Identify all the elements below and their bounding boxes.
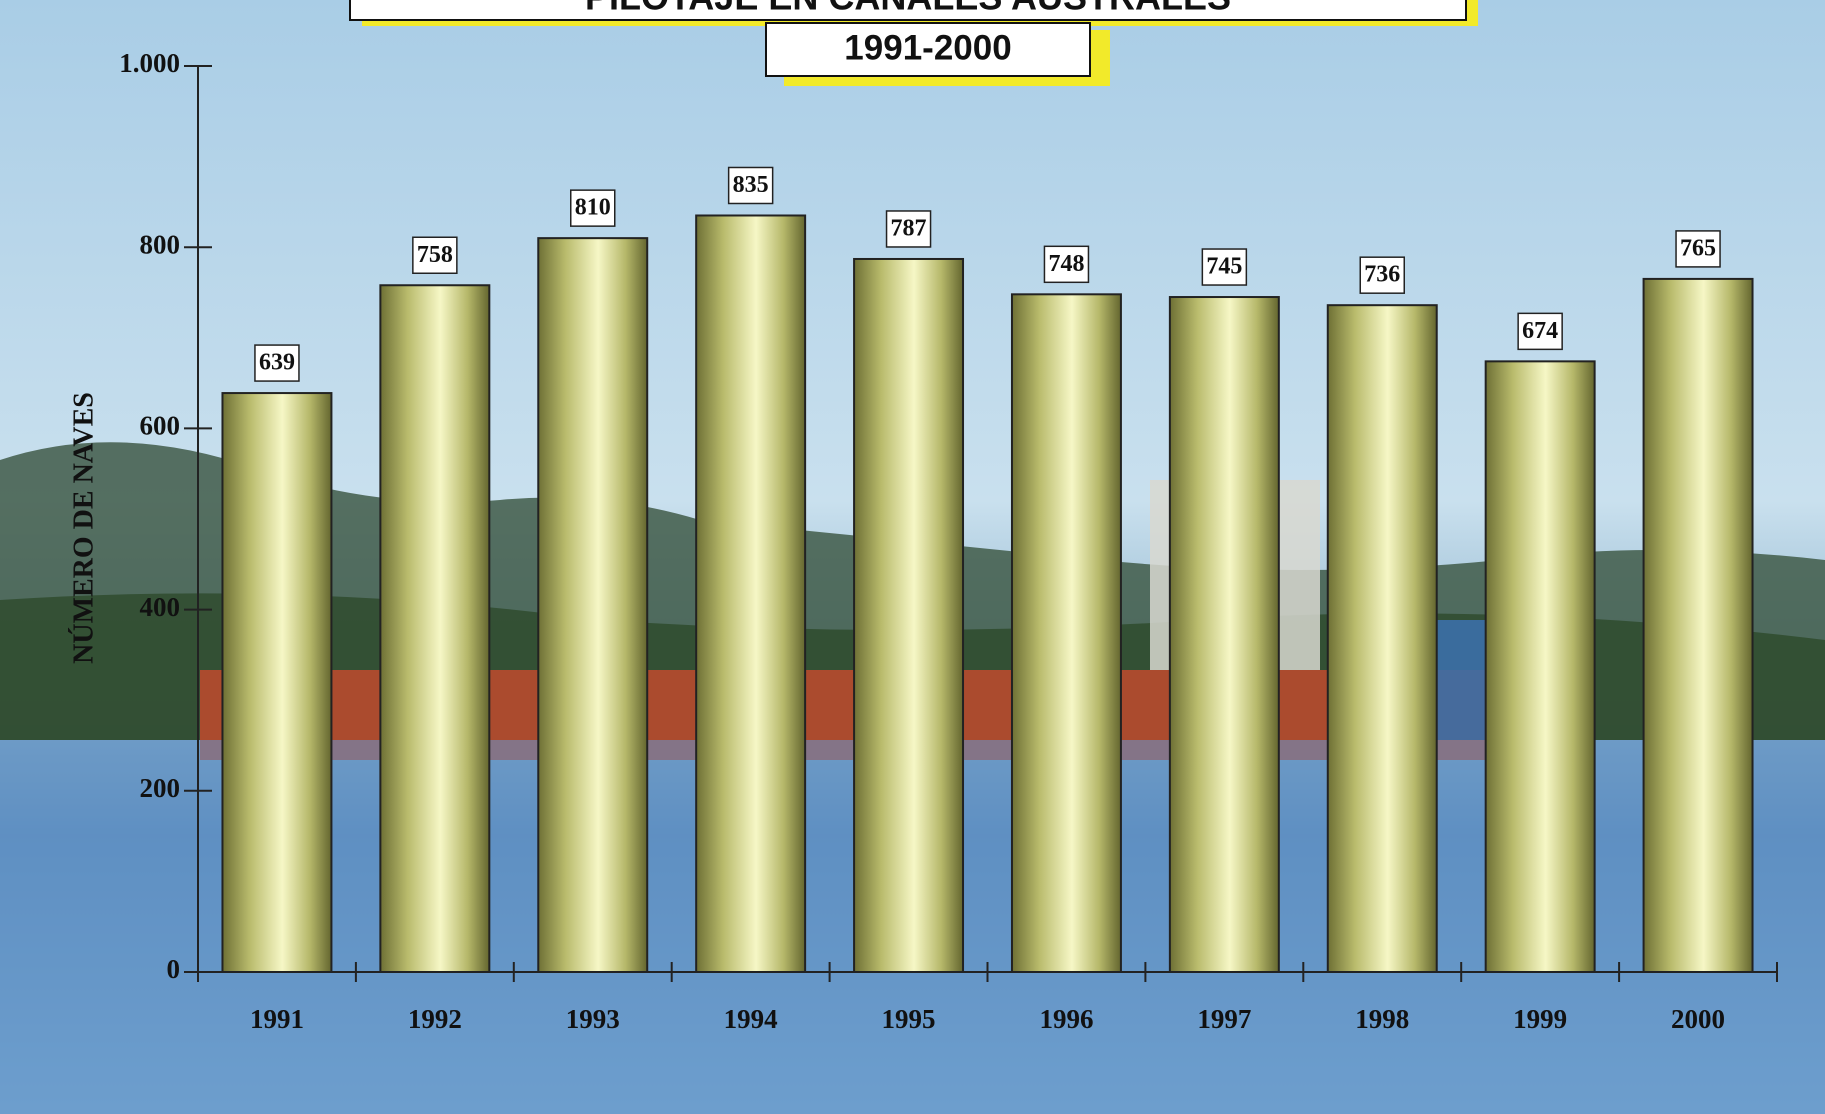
chart-subtitle: 1991-2000 (844, 28, 1011, 67)
y-tick-label: 600 (140, 411, 181, 441)
x-tick-label: 1996 (1039, 1004, 1093, 1034)
bar (1642, 277, 1754, 974)
value-label: 639 (259, 350, 295, 376)
value-label-box (1201, 248, 1248, 286)
bar (1326, 304, 1438, 973)
y-tick-label: 800 (140, 229, 181, 259)
value-label-box (1675, 230, 1721, 268)
x-tick-label: 1991 (250, 1004, 304, 1034)
x-tick-label: 1994 (724, 1004, 778, 1034)
value-label: 745 (1206, 254, 1242, 280)
bar (537, 237, 649, 973)
x-tick-label: 1997 (1197, 1004, 1251, 1034)
value-label: 736 (1364, 262, 1400, 288)
value-label: 787 (891, 215, 927, 241)
value-label: 748 (1048, 251, 1084, 277)
bar (1010, 293, 1122, 973)
bar (695, 214, 807, 974)
y-tick-label: 200 (140, 773, 181, 803)
x-tick-label: 1998 (1355, 1004, 1409, 1034)
value-label: 758 (417, 242, 453, 268)
bar (1484, 360, 1596, 973)
value-label: 835 (733, 172, 769, 198)
value-label-box (1359, 256, 1405, 294)
y-axis-label: NÚMERO DE NAVES (68, 392, 99, 664)
value-label-box (727, 166, 774, 205)
bar (1168, 296, 1280, 973)
value-label-box (885, 210, 932, 248)
x-tick-label: 1995 (882, 1004, 936, 1034)
y-tick-label: 1.000 (119, 48, 180, 78)
x-tick-label: 1993 (566, 1004, 620, 1034)
x-tick-label: 2000 (1671, 1004, 1725, 1034)
title-boxes: PILOTAJE EN CANALES AUSTRALES 1991-2000 (349, 0, 1478, 86)
value-label-box (412, 236, 458, 275)
bar (221, 392, 333, 974)
x-tick-label: 1999 (1513, 1004, 1567, 1034)
value-label-box (1517, 312, 1563, 351)
value-label-box (254, 344, 300, 382)
y-tick-label: 0 (167, 954, 181, 984)
chart-title: PILOTAJE EN CANALES AUSTRALES (585, 0, 1231, 18)
bar (379, 284, 491, 973)
value-label-box (570, 189, 616, 227)
value-label: 765 (1680, 235, 1716, 261)
y-tick-label: 400 (140, 592, 181, 622)
x-tick-label: 1992 (408, 1004, 462, 1034)
value-label-box (1043, 245, 1090, 284)
value-label: 674 (1522, 318, 1558, 344)
bar (853, 257, 965, 973)
value-label: 810 (575, 195, 611, 221)
